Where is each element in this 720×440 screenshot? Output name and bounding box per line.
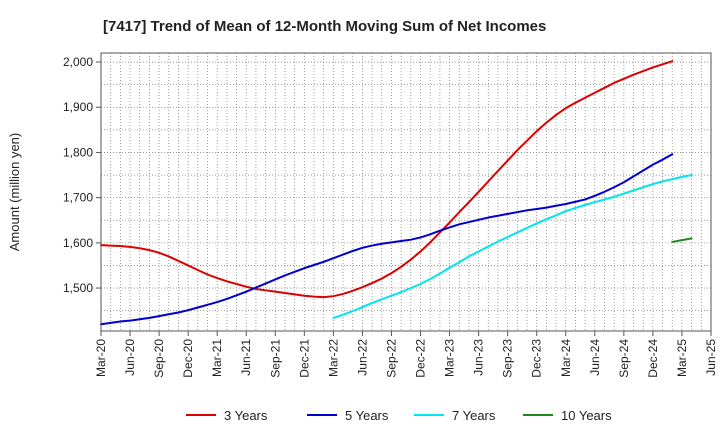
y-tick-label: 1,600 <box>63 236 93 250</box>
legend: 3 Years 5 Years 7 Years 10 Years <box>186 408 612 423</box>
y-tick-label: 1,800 <box>63 145 93 159</box>
y-axis-ticks: 1,500 1,600 1,700 1,800 1,900 2,000 <box>63 55 101 295</box>
chart-title: [7417] Trend of Mean of 12-Month Moving … <box>103 18 546 35</box>
x-tick-label: Sep-20 <box>152 339 166 378</box>
x-tick-label: Mar-20 <box>94 339 108 377</box>
series-lines <box>100 60 693 326</box>
x-tick-label: Jun-20 <box>123 339 137 376</box>
x-tick-label: Jun-21 <box>239 339 253 376</box>
x-tick-label: Mar-23 <box>443 339 457 377</box>
y-tick-label: 1,900 <box>63 100 93 114</box>
y-tick-label: 1,700 <box>63 191 93 205</box>
series-line-5-years <box>100 153 674 326</box>
series-line-7-years <box>332 174 693 319</box>
plot-area <box>100 52 712 332</box>
y-tick-label: 2,000 <box>63 55 93 69</box>
series-line-10-years <box>671 237 693 243</box>
x-tick-label: Dec-21 <box>297 339 311 378</box>
series-line-3-years <box>100 60 674 299</box>
x-tick-label: Dec-23 <box>530 339 544 378</box>
legend-label: 10 Years <box>561 408 612 423</box>
grid-lines <box>100 53 712 331</box>
x-tick-label: Jun-23 <box>472 339 486 376</box>
x-tick-label: Mar-24 <box>559 339 573 377</box>
y-tick-label: 1,500 <box>63 281 93 295</box>
x-tick-label: Sep-22 <box>384 339 398 378</box>
x-tick-label: Mar-25 <box>675 339 689 377</box>
x-tick-label: Jun-22 <box>355 339 369 376</box>
x-tick-label: Dec-24 <box>646 339 660 378</box>
legend-label: 3 Years <box>224 408 268 423</box>
x-tick-label: Mar-21 <box>210 339 224 377</box>
legend-label: 7 Years <box>452 408 496 423</box>
x-tick-label: Dec-22 <box>414 339 428 378</box>
x-tick-label: Jun-25 <box>704 339 718 376</box>
x-tick-label: Sep-21 <box>268 339 282 378</box>
x-tick-label: Mar-22 <box>326 339 340 377</box>
x-tick-label: Sep-24 <box>617 339 631 378</box>
x-tick-label: Dec-20 <box>181 339 195 378</box>
x-tick-label: Sep-23 <box>501 339 515 378</box>
y-axis-label: Amount (million yen) <box>7 133 22 252</box>
x-tick-label: Jun-24 <box>588 339 602 376</box>
legend-label: 5 Years <box>345 408 389 423</box>
x-axis-ticks: Mar-20 Jun-20 Sep-20 Dec-20 Mar-21 Jun-21 Sep-… <box>94 331 718 378</box>
